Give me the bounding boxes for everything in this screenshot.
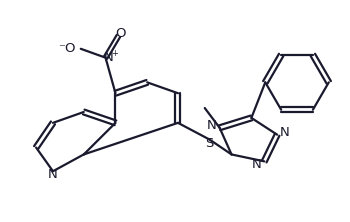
Text: O: O <box>115 28 126 40</box>
Text: N: N <box>207 119 217 132</box>
Text: N: N <box>252 158 261 171</box>
Text: N: N <box>104 51 113 64</box>
Text: N: N <box>280 126 290 139</box>
Text: S: S <box>205 137 214 150</box>
Text: ⁻O: ⁻O <box>58 42 76 55</box>
Text: N: N <box>48 168 58 181</box>
Text: +: + <box>111 49 118 58</box>
